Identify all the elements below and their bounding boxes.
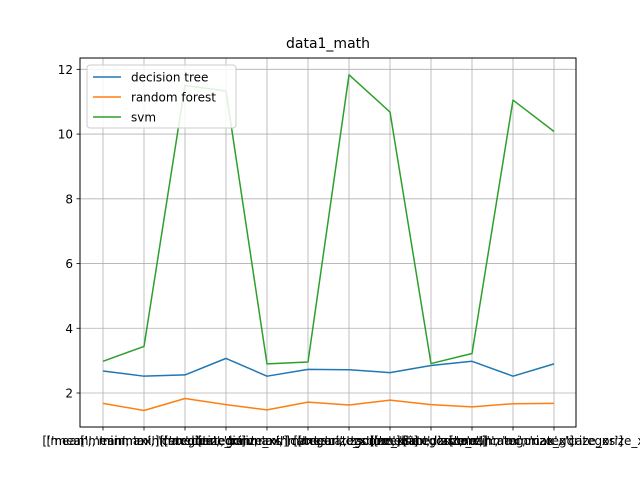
series-line-decision-tree — [102, 357, 555, 377]
x-tick-label: ['mean', 'zscore'] — [298, 434, 401, 448]
x-tick-label: ['mean', 'minmax', 'categorize_xs'] — [80, 434, 290, 448]
x-tick-label: ['mean', 'zscore', 'categorize_x'] — [293, 434, 486, 448]
legend-box — [86, 64, 237, 129]
x-tick-label: ['median', 'minmax', 'categorize_xs'] — [198, 434, 418, 448]
y-tick-label: 4 — [65, 322, 73, 336]
legend: decision tree random forest svm — [86, 64, 237, 129]
legend-label: random forest — [131, 91, 216, 105]
x-axis-ticks: ['mean', 'minmax']['mean', 'minmax', 'ca… — [42, 427, 640, 448]
chart-title: data1_math — [286, 36, 370, 52]
x-tick-label: ['median', 'zscore', 'categorize_x'] — [370, 434, 574, 448]
series-line-svm — [102, 74, 555, 365]
series-lines — [102, 74, 555, 412]
y-tick-label: 10 — [58, 128, 73, 142]
series-line-random-forest — [102, 397, 555, 412]
x-tick-label: ['mean', 'minmax', 'categorize_xs'] — [449, 434, 640, 448]
x-tick-label: ['median', 'zscore'] — [374, 434, 488, 448]
legend-label: decision tree — [131, 71, 208, 85]
y-tick-label: 2 — [65, 387, 73, 401]
x-tick-label: ['median', 'minmax'] — [164, 434, 288, 448]
y-tick-label: 8 — [65, 192, 73, 206]
plot-area-frame — [79, 57, 577, 428]
y-tick-label: 12 — [58, 63, 73, 77]
x-tick-label: ['median', 'minmax', 'categorize_xs'] — [403, 434, 623, 448]
y-axis-ticks: 2 4 6 8 10 12 — [58, 63, 80, 401]
y-tick-label: 6 — [65, 257, 73, 271]
x-tick-label: ['mean', 'minmax', 'categorize_x'] — [42, 434, 245, 448]
x-tick-label: ['mean', 'minmax'] — [47, 434, 160, 448]
x-tick-label: ['median', 'minmax', 'categorize_x'] — [160, 434, 374, 448]
legend-label: svm — [131, 111, 156, 125]
